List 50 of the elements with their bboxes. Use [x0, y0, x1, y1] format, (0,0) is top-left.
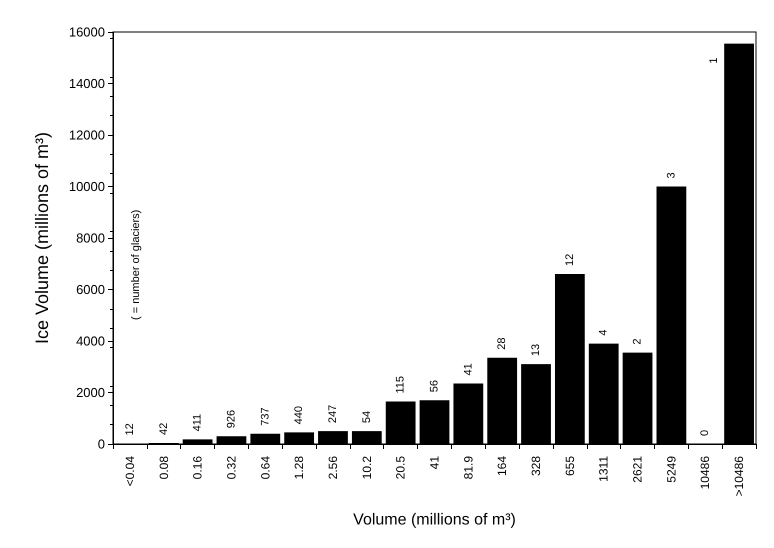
x-tick-label: >10486 — [732, 456, 746, 496]
x-tick-label: 2621 — [630, 456, 645, 483]
x-tick-label: 81.9 — [461, 456, 476, 480]
annotation: 115 — [394, 376, 407, 394]
x-tick-label: 1.28 — [292, 456, 306, 480]
annotation: 12 — [124, 423, 136, 436]
y-axis-title: Ice Volume (millions of m³) — [32, 132, 52, 344]
x-tick-label: 164 — [495, 456, 510, 476]
annotation: 440 — [293, 406, 306, 424]
annotation: 56 — [428, 380, 440, 392]
annotation: 926 — [225, 410, 238, 428]
annotation: 54 — [360, 410, 373, 424]
annotation: 247 — [326, 404, 339, 424]
y-tick-label: 14000 — [68, 76, 105, 91]
annotation: 4 — [598, 329, 610, 336]
x-tick-label: 328 — [529, 456, 544, 476]
x-tick-label: 655 — [562, 456, 577, 476]
y-tick-label: 2000 — [76, 385, 105, 400]
annotation: 1 — [708, 57, 720, 64]
annotation: 13 — [530, 344, 542, 356]
annotation: 411 — [192, 414, 204, 432]
y-tick-label: 6000 — [76, 282, 105, 297]
x-tick-label: 0.16 — [190, 456, 205, 480]
annotation: ( = number of glaciers) — [130, 210, 142, 320]
annotation: 41 — [462, 363, 474, 376]
annotation: 3 — [665, 172, 678, 178]
annotation: 0 — [699, 430, 712, 436]
annotation: 12 — [564, 254, 576, 266]
x-tick-label: <0.04 — [122, 456, 137, 486]
annotation: 42 — [158, 422, 170, 435]
annotation: 737 — [259, 407, 272, 426]
annotation: 2 — [632, 338, 644, 345]
y-tick-label: 4000 — [76, 334, 105, 348]
annotation: 28 — [496, 337, 508, 350]
x-tick-label: 0.08 — [156, 456, 171, 480]
x-tick-label: 2.56 — [326, 456, 340, 480]
y-tick-label: 16000 — [68, 24, 105, 40]
x-tick-label: 10.2 — [360, 456, 374, 480]
x-axis-title: Volume (millions of m³) — [353, 512, 516, 528]
y-tick-label: 12000 — [68, 128, 105, 142]
x-tick-label: 41 — [428, 456, 442, 470]
y-tick-label: 8000 — [76, 230, 105, 246]
x-tick-label: 5249 — [664, 456, 678, 483]
x-tick-label: 1311 — [596, 456, 611, 482]
y-tick-label: 0 — [98, 436, 105, 452]
y-tick-label: 10000 — [68, 179, 105, 194]
x-tick-label: 10486 — [698, 456, 712, 490]
x-tick-label: 0.64 — [258, 456, 272, 480]
x-tick-label: 0.32 — [224, 456, 238, 480]
x-tick-label: 20.5 — [394, 456, 408, 480]
